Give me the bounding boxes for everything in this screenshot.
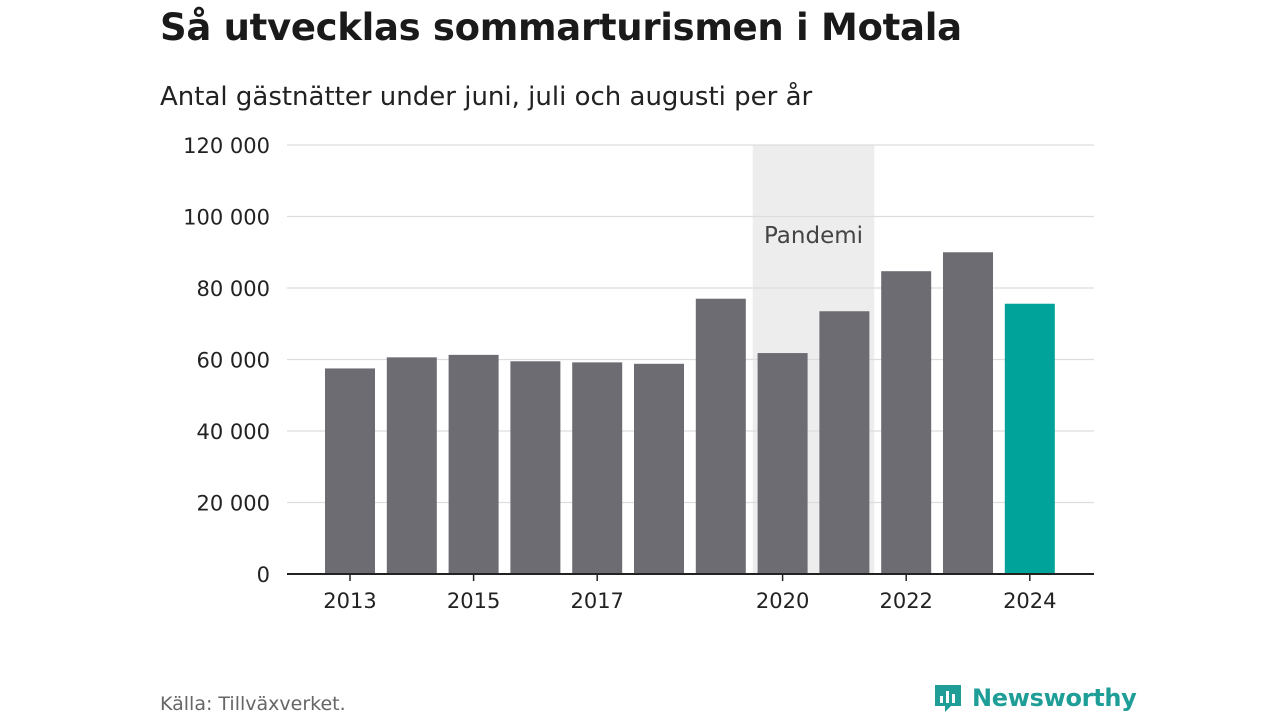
- y-tick-label: 20 000: [197, 492, 270, 516]
- bar-2013: [325, 368, 375, 574]
- y-tick-label: 120 000: [183, 134, 270, 158]
- newsworthy-logo-icon: [935, 685, 961, 712]
- bar-2018: [634, 363, 684, 574]
- x-tick-label: 2013: [323, 589, 376, 613]
- bar-2019: [695, 298, 746, 574]
- y-tick-label: 40 000: [197, 420, 270, 444]
- brand-logo: Newsworthy: [932, 682, 1137, 714]
- bar-2017: [572, 362, 623, 574]
- bar-2021: [819, 311, 870, 574]
- bar-2016: [510, 361, 561, 574]
- pandemic-label: Pandemi: [764, 223, 863, 249]
- bar-2014: [386, 357, 437, 574]
- x-tick-label: 2017: [570, 589, 623, 613]
- chart-title: Så utvecklas sommarturismen i Motala: [160, 6, 962, 49]
- x-tick-label: 2015: [447, 589, 500, 613]
- bar-2023: [943, 252, 993, 574]
- bar-2024: [1004, 303, 1055, 574]
- y-tick-label: 80 000: [197, 277, 270, 301]
- source-note: Källa: Tillväxverket.: [160, 693, 346, 715]
- bar-2022: [881, 271, 932, 574]
- bar-chart: Pandemi 0 20 000 40 000 60 000 80 000 100 000 1…: [183, 134, 1094, 613]
- bar-2015: [448, 354, 499, 574]
- y-tick-label: 60 000: [197, 349, 270, 373]
- chart-subtitle: Antal gästnätter under juni, juli och au…: [160, 82, 813, 112]
- y-tick-label: 0: [257, 563, 270, 587]
- y-tick-label: 100 000: [183, 206, 270, 230]
- x-tick-label: 2020: [756, 589, 809, 613]
- brand-name: Newsworthy: [972, 684, 1137, 712]
- x-tick-label: 2024: [1003, 589, 1056, 613]
- x-tick-label: 2022: [879, 589, 932, 613]
- bar-2020: [757, 353, 808, 574]
